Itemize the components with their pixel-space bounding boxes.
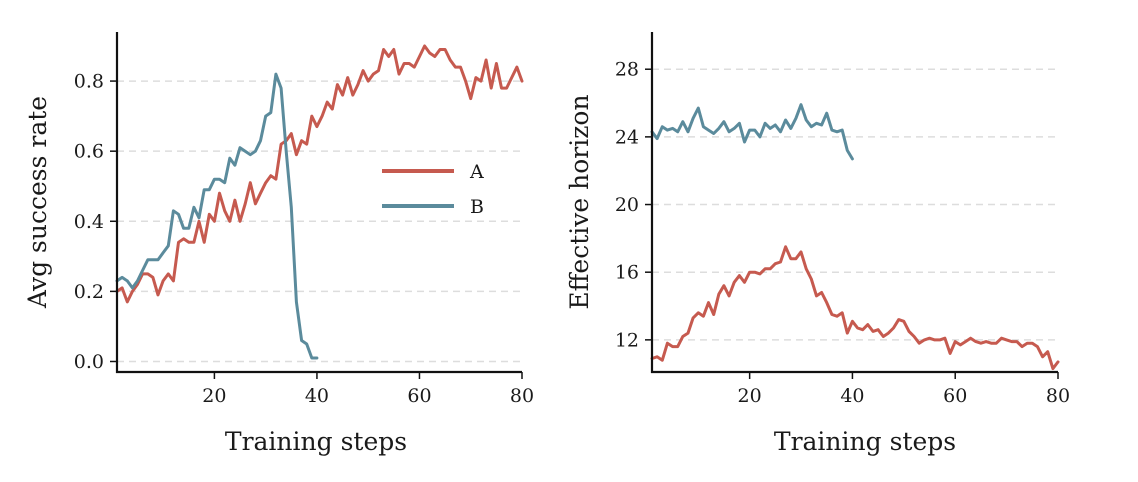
left-grid — [117, 80, 522, 363]
left-x-axis-label: Training steps — [225, 427, 407, 456]
right-y-tick-label: 16 — [615, 262, 639, 284]
left-y-tick-label: 0.6 — [74, 141, 104, 163]
right-grid — [652, 68, 1058, 341]
right-axes — [650, 32, 1058, 374]
left-y-tick-label: 0.4 — [74, 211, 104, 233]
right-x-axis-label: Training steps — [774, 427, 956, 456]
left-series-line-b — [115, 72, 319, 360]
right-x-tick-label: 40 — [840, 385, 864, 407]
right-series-line-a — [650, 245, 1060, 371]
legend: A B — [382, 161, 484, 218]
left-ticks: 0.0 0.2 0.4 0.6 0.8 20 40 60 80 — [74, 71, 534, 407]
left-x-tick-label: 60 — [407, 385, 431, 407]
left-y-axis-label: Avg success rate — [23, 96, 52, 309]
legend-label-a: A — [469, 161, 484, 183]
right-y-axis-label: Effective horizon — [565, 94, 594, 309]
legend-label-b: B — [470, 196, 484, 218]
left-y-tick-label: 0.0 — [74, 351, 104, 373]
right-y-tick-label: 12 — [615, 329, 639, 351]
right-x-tick-label: 20 — [738, 385, 762, 407]
right-y-tick-label: 24 — [615, 126, 639, 148]
left-series-line-a — [115, 44, 524, 304]
left-axes — [115, 32, 522, 374]
left-series — [115, 44, 524, 360]
left-y-tick-label: 0.8 — [74, 71, 104, 93]
left-y-tick-label: 0.2 — [74, 281, 104, 303]
left-x-tick-label: 20 — [202, 385, 226, 407]
left-x-tick-label: 80 — [510, 385, 534, 407]
right-x-tick-label: 60 — [943, 385, 967, 407]
right-series — [650, 103, 1060, 371]
panel-success-rate: 0.0 0.2 0.4 0.6 0.8 20 40 60 80 Training steps A… — [23, 32, 534, 456]
right-y-tick-label: 20 — [615, 194, 639, 216]
right-ticks: 12 16 20 24 28 20 40 60 80 — [615, 59, 1070, 407]
panel-effective-horizon: 12 16 20 24 28 20 40 60 80 Training steps Effect… — [565, 32, 1070, 456]
right-y-tick-label: 28 — [615, 59, 639, 81]
right-x-tick-label: 80 — [1046, 385, 1070, 407]
left-x-tick-label: 40 — [305, 385, 329, 407]
right-series-line-b — [650, 103, 854, 161]
